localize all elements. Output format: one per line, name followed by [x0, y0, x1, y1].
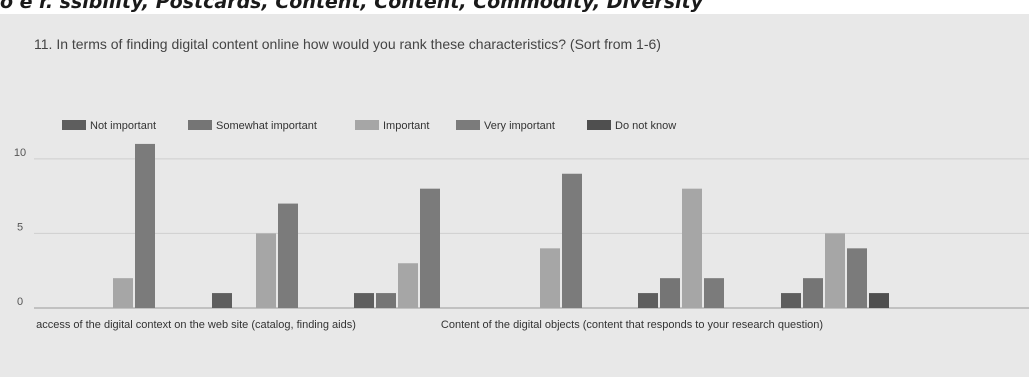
legend-label: Not important [90, 120, 156, 132]
bar [540, 248, 560, 308]
bar [825, 233, 845, 308]
legend-swatch [587, 120, 611, 130]
bar [398, 263, 418, 308]
legend-label: Very important [484, 120, 555, 132]
bar [562, 173, 582, 308]
y-tick-label: 5 [17, 221, 23, 233]
bar [869, 293, 889, 308]
bar [682, 188, 702, 308]
legend-swatch [355, 120, 379, 130]
bar [354, 293, 374, 308]
legend-label: Do not know [615, 120, 676, 132]
bar [704, 278, 724, 308]
cropped-header-strip: o e r. ssibility, Postcards, Content, Co… [0, 0, 1029, 14]
x-category-label: Content of the digital objects (content … [441, 319, 823, 331]
bar [135, 143, 155, 308]
bar [376, 293, 396, 308]
bar [803, 278, 823, 308]
bar [113, 278, 133, 308]
bar [212, 293, 232, 308]
legend-swatch [456, 120, 480, 130]
y-tick-label: 0 [17, 296, 23, 308]
legend-label: Somewhat important [216, 120, 317, 132]
bar [638, 293, 658, 308]
x-category-label: access of the digital context on the web… [36, 319, 356, 331]
bar [278, 203, 298, 308]
bar [660, 278, 680, 308]
cropped-header-text: o e r. ssibility, Postcards, Content, Co… [0, 0, 703, 13]
bar [847, 248, 867, 308]
chart-title: 11. In terms of finding digital content … [34, 36, 661, 52]
bar [781, 293, 801, 308]
chart-panel: 11. In terms of finding digital content … [0, 14, 1029, 377]
bar-chart: 0 5 10 Not important Somewhat important Impor… [14, 120, 1029, 331]
bar [420, 188, 440, 308]
bar [256, 233, 276, 308]
legend-swatch [62, 120, 86, 130]
legend-label: Important [383, 120, 429, 132]
legend-swatch [188, 120, 212, 130]
y-tick-label: 10 [14, 147, 26, 159]
